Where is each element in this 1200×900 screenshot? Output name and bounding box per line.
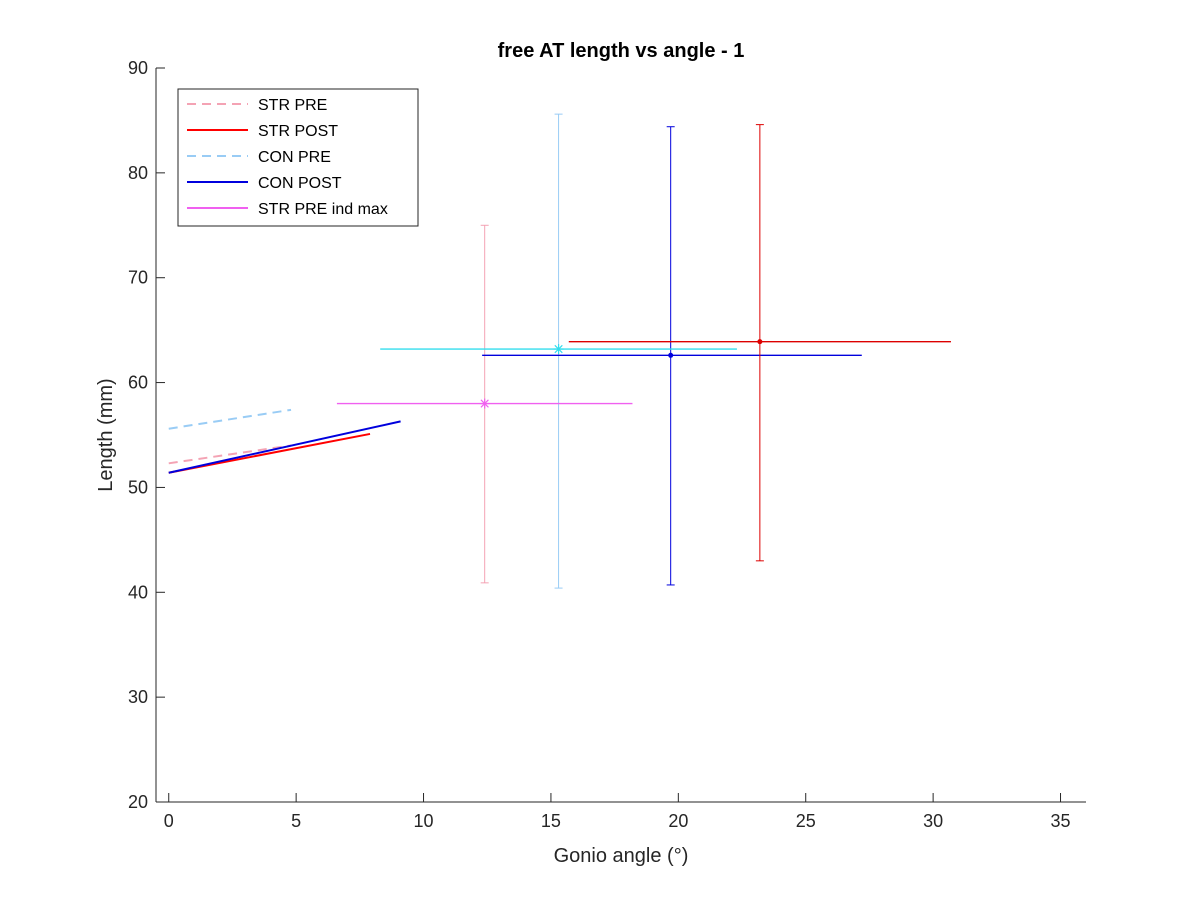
y-tick-label: 80: [128, 163, 148, 183]
star-stroke: [554, 344, 563, 354]
series-line-0: [168, 444, 292, 465]
x-tick-label: 10: [414, 811, 434, 831]
ticks: 0 5 10 15 20 25 30 35 20 30 40 50 60 70 80 90: [128, 58, 1071, 831]
y-tick-label: 70: [128, 268, 148, 288]
y-tick-label: 30: [128, 687, 148, 707]
legend-label-0: STR PRE: [258, 97, 327, 114]
y-tick-label: 50: [128, 477, 148, 497]
series-line-2: [168, 408, 292, 430]
y-tick-label: 20: [128, 792, 148, 812]
data-point-2: [668, 352, 674, 358]
x-tick-label: 15: [541, 811, 561, 831]
x-tick-label: 35: [1051, 811, 1071, 831]
x-tick-label: 30: [923, 811, 943, 831]
y-tick-label: 60: [128, 373, 148, 393]
data-point-3: [757, 339, 763, 345]
legend-label-1: STR POST: [258, 123, 338, 140]
legend-label-3: CON POST: [258, 175, 342, 192]
series-line-3: [168, 420, 401, 474]
x-tick-label: 0: [164, 811, 174, 831]
x-tick-label: 20: [668, 811, 688, 831]
legend-label-2: CON PRE: [258, 149, 331, 166]
star-marker-4: [479, 398, 490, 409]
legend-box: [177, 88, 419, 227]
legend: STR PRE STR POST CON PRE CON POST STR PRE in…: [177, 88, 419, 227]
x-tick-label: 5: [291, 811, 301, 831]
y-axis-label: Length (mm): [95, 378, 117, 491]
plot-marks: [168, 113, 951, 589]
legend-label-4: STR PRE ind max: [258, 201, 388, 218]
y-tick-label: 90: [128, 58, 148, 78]
y-tick-label: 40: [128, 582, 148, 602]
axes: [155, 68, 1086, 803]
x-tick-label: 25: [796, 811, 816, 831]
star-stroke: [480, 399, 489, 408]
x-axis-label: Gonio angle (°): [554, 845, 689, 867]
star-marker-5: [553, 344, 564, 355]
chart-title: free AT length vs angle - 1: [498, 40, 745, 62]
